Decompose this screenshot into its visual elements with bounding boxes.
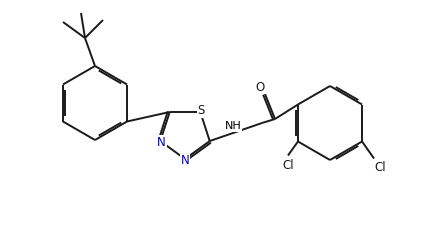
Text: S: S: [197, 104, 205, 117]
Text: NH: NH: [224, 121, 241, 131]
Text: N: N: [181, 154, 189, 167]
Text: N: N: [157, 135, 165, 148]
Text: Cl: Cl: [282, 159, 294, 172]
Text: O: O: [256, 80, 265, 94]
Text: Cl: Cl: [374, 161, 386, 174]
